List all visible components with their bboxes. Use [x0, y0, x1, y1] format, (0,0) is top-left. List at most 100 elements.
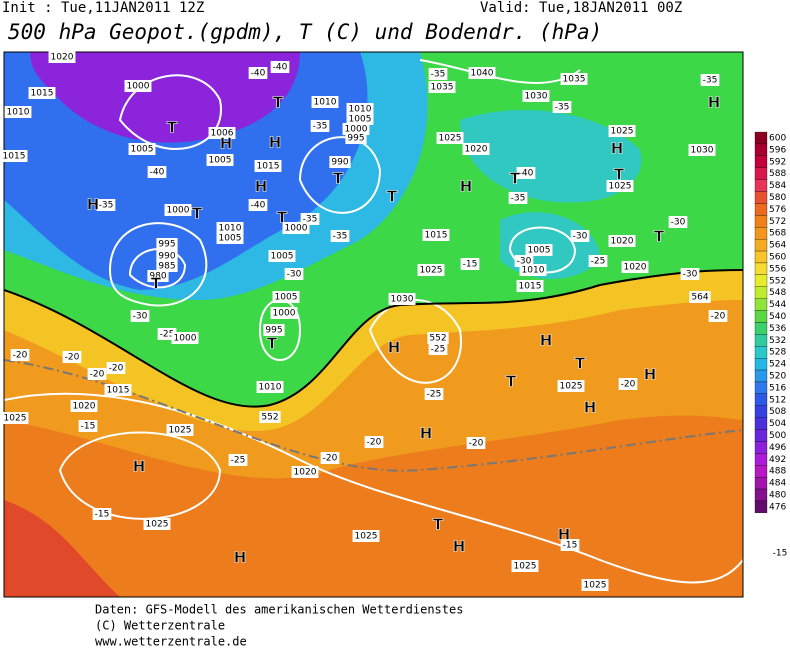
label-box — [388, 293, 416, 305]
label-box — [96, 199, 116, 211]
label-box — [4, 106, 32, 118]
label-box — [570, 230, 590, 242]
pressure-label: 995 — [158, 240, 175, 250]
colorbar-label: 496 — [769, 443, 786, 453]
label-box — [557, 380, 585, 392]
colorbar-label: 556 — [769, 264, 786, 274]
label-box — [608, 125, 636, 137]
colorbar-segment — [754, 346, 768, 359]
colorbar-segment — [754, 488, 768, 502]
label-box — [608, 235, 636, 247]
colorbar-label: 540 — [769, 312, 786, 322]
pressure-label: -30 — [573, 232, 588, 242]
colorbar-label: 480 — [769, 491, 786, 501]
label-box — [311, 96, 339, 108]
label-box — [87, 368, 107, 380]
colorbar-segment — [754, 203, 768, 216]
label-box — [508, 192, 528, 204]
label-box — [346, 113, 374, 125]
label-box — [268, 250, 296, 262]
pressure-center: T — [277, 209, 288, 227]
pressure-label: 1005 — [209, 156, 232, 166]
pressure-label: -20 — [621, 380, 636, 390]
pressure-center: T — [151, 275, 162, 293]
pressure-center: H — [220, 135, 233, 153]
pressure-center: T — [506, 373, 517, 391]
pressure-label: 1025 — [420, 266, 443, 276]
label-box — [128, 143, 156, 155]
label-box — [417, 264, 445, 276]
label-box — [124, 80, 152, 92]
label-box — [519, 264, 547, 276]
pressure-label: -25 — [431, 345, 446, 355]
pressure-label: -35 — [333, 232, 348, 242]
pressure-label: 1010 — [259, 383, 282, 393]
pressure-label: -20 — [469, 439, 484, 449]
pressure-label: 1025 — [169, 426, 192, 436]
pressure-label: 1030 — [691, 146, 714, 156]
pressure-label: 1015 — [107, 386, 130, 396]
pressure-center: T — [192, 205, 203, 223]
pressure-label: -30 — [683, 270, 698, 280]
pressure-label: -40 — [519, 169, 534, 179]
pressure-label: 995 — [347, 134, 364, 144]
label-box — [282, 222, 310, 234]
label-box — [708, 310, 728, 322]
pressure-label: 1040 — [471, 69, 494, 79]
colorbar-label: 528 — [769, 348, 786, 358]
colorbar-segment — [754, 143, 768, 156]
label-box — [254, 160, 282, 172]
pressure-label: 1015 — [31, 89, 54, 99]
label-box — [424, 388, 444, 400]
pressure-label: -35 — [303, 215, 318, 225]
colorbar-segment — [754, 262, 768, 276]
pressure-center: T — [167, 119, 178, 137]
pressure-center: T — [510, 170, 521, 188]
colorbar-segment — [754, 250, 768, 264]
colorbar-segment — [754, 476, 768, 490]
label-box — [618, 378, 638, 390]
label-box — [522, 90, 550, 102]
colorbar-segment — [754, 286, 768, 299]
pressure-label: -15 — [81, 422, 96, 432]
label-box — [621, 261, 649, 273]
pressure-center: H — [584, 399, 597, 417]
map-title: 500 hPa Geopot.(gpdm), T (C) und Bodendr… — [8, 20, 602, 44]
colorbar-label: 600 — [769, 134, 786, 144]
colorbar-segment — [754, 500, 768, 514]
label-box — [216, 232, 244, 244]
pressure-label: 1020 — [51, 53, 74, 63]
colorbar-segment — [754, 298, 768, 311]
label-box — [516, 280, 544, 292]
pressure-label: 1000 — [127, 82, 150, 92]
pressure-center: H — [269, 134, 282, 152]
pressure-center: T — [267, 335, 278, 353]
colorbar-label: 488 — [769, 467, 786, 477]
colorbar-segment — [754, 429, 768, 442]
colorbar-segment — [754, 191, 768, 204]
colorbar-segment — [754, 357, 768, 371]
colorbar-segment — [754, 274, 768, 287]
pressure-label: -25 — [427, 390, 442, 400]
label-box — [106, 362, 126, 374]
pressure-center: H — [644, 366, 657, 384]
colorbar-segment — [754, 393, 768, 406]
pressure-label: 1005 — [275, 293, 298, 303]
colorbar-segment — [754, 179, 768, 192]
pressure-label: 1020 — [624, 263, 647, 273]
colorbar-label: 512 — [769, 395, 786, 405]
colorbar-segment — [754, 381, 768, 395]
pressure-label: 1010 — [7, 108, 30, 118]
pressure-label: 1015 — [257, 162, 280, 172]
pressure-center: H — [87, 196, 100, 214]
label-box — [216, 222, 244, 234]
colorbar-segment — [754, 310, 768, 323]
pressure-center: H — [133, 458, 146, 476]
label-box — [427, 332, 449, 344]
colorbar-segment — [754, 453, 768, 466]
colorbar-label: 508 — [769, 407, 786, 417]
label-box — [270, 61, 290, 73]
colorbar-label: 584 — [769, 181, 786, 191]
colorbar-segment — [754, 334, 768, 347]
